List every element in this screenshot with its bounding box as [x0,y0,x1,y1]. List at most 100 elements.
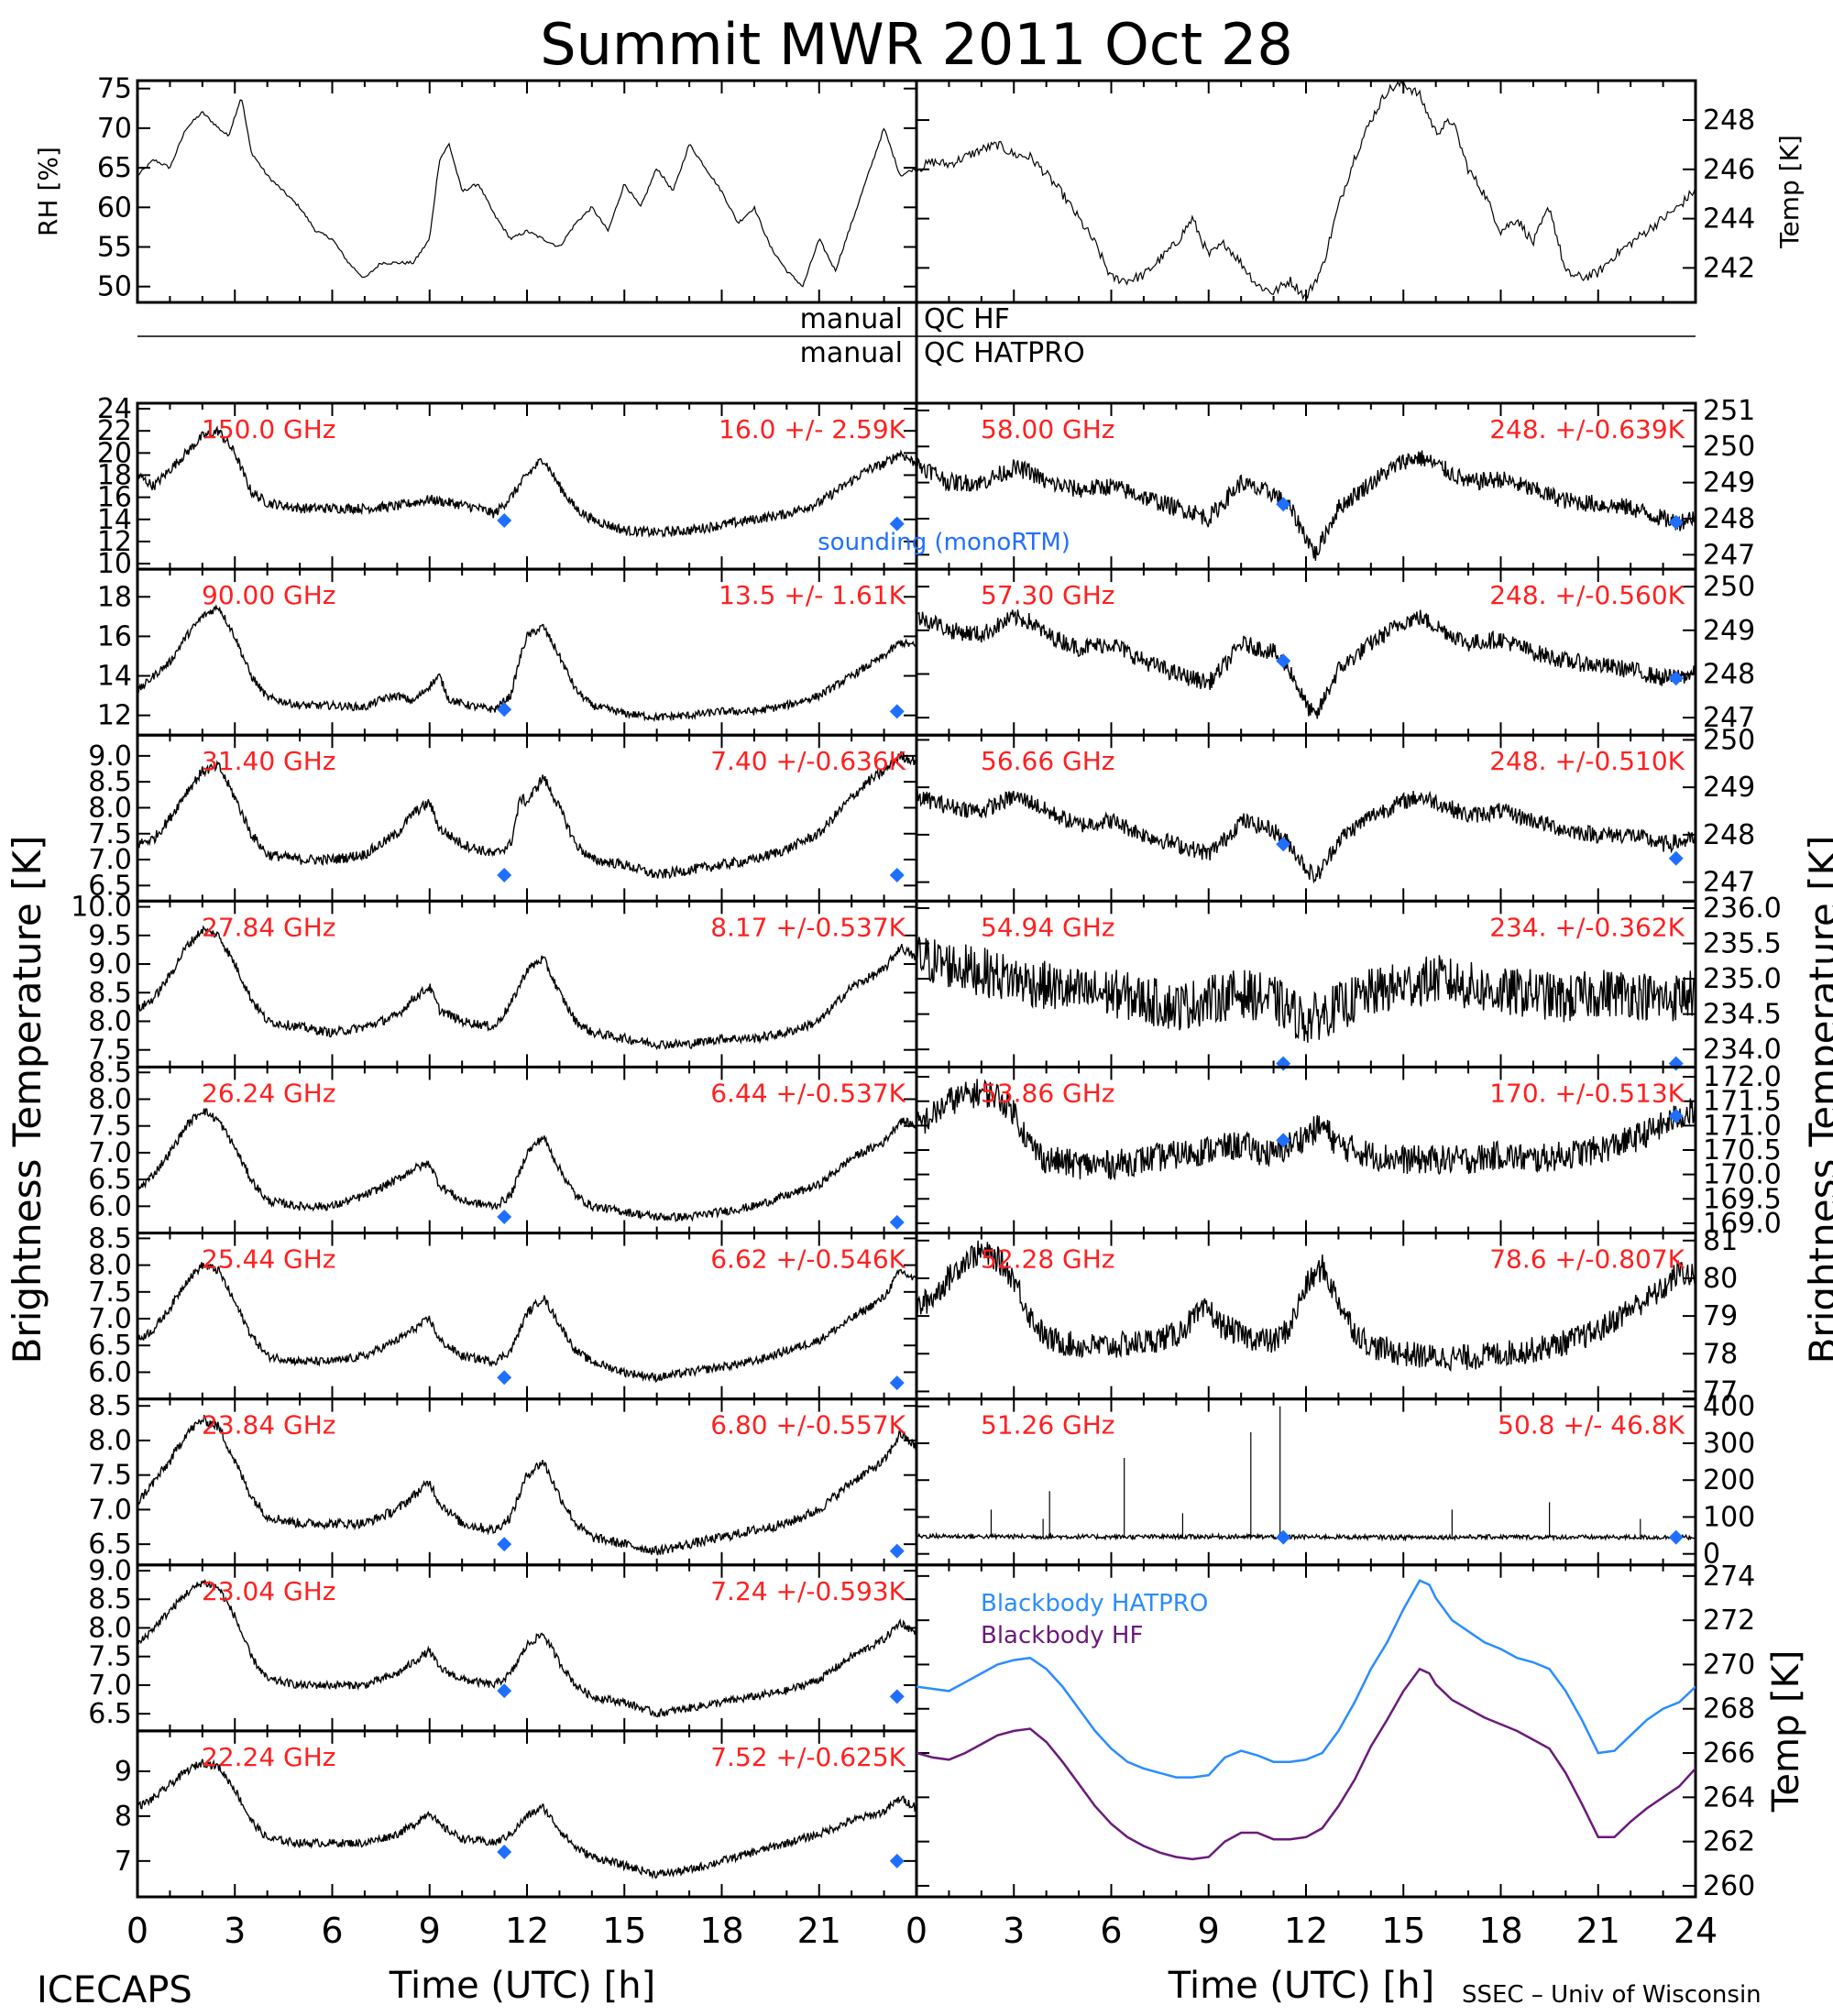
y-tick-label: 268 [1703,1693,1755,1726]
y-tick-label: 7.5 [88,1111,132,1143]
series-line [916,1240,1696,1373]
channel-frequency-label: 150.0 GHz [202,414,336,444]
y-tick-label: 12 [97,526,132,558]
sounding-marker [1276,1529,1291,1545]
x-tick-label: 12 [505,1911,549,1951]
panel-blackbody: 260 262 264 266 268 270 272 274 Temp [K] [915,1561,1807,1902]
x-axis-label-left: Time (UTC) [h] [389,1965,655,2007]
y-tick-label: 8.0 [88,1425,132,1457]
qc-hatpro-label-left: manual [800,337,903,369]
y-tick-label: 260 [1703,1870,1755,1902]
y-tick-label: 16 [97,620,132,652]
x-tick-label: 21 [797,1911,841,1951]
panel-ch2224: 7 8 9 22.24 GHz 7.52 +/-0.625K [115,1729,918,1899]
y-tick-label: 250 [1703,431,1755,463]
channel-frequency-label: 52.28 GHz [981,1244,1115,1275]
sounding-marker [497,868,512,883]
panel-rh: 50 55 60 65 70 75 RH [%] [33,73,918,304]
x-tick-label: 6 [321,1911,343,1951]
x-tick-label: 6 [1100,1911,1122,1951]
y-tick-label: 81 [1703,1225,1738,1257]
y-tick-label: 169.5 [1703,1183,1782,1215]
y-tick-label: 171.5 [1703,1086,1782,1118]
sounding-marker [1276,837,1291,852]
panel-ch2624: 6.06.57.07.58.08.5 26.24 GHz 6.44 +/-0.537… [88,1057,918,1235]
panel-ch5228: 77 78 79 80 81 52.28 GHz 78.6 +/-0.807K [915,1225,1738,1408]
plot-area-ch5386 [916,1079,1696,1181]
panel-ch5126: 0 100 200 300 400 51.26 GHz 50.8 +/- 46.8K [915,1391,1755,1571]
sounding-marker [1276,653,1291,669]
x-tick-label: 9 [1198,1911,1220,1951]
series-line [137,1578,916,1718]
y-tick-label: 234.0 [1703,1034,1782,1066]
y-tick-label: 6.0 [88,1356,132,1388]
channel-frequency-label: 25.44 GHz [202,1244,336,1275]
y-tick-label: 274 [1703,1561,1755,1593]
y-tick-label: 8.5 [88,1583,132,1616]
plot-area-ch5666 [916,789,1696,884]
sounding-marker [1668,1529,1684,1545]
y-tick-label: 24 [97,393,132,425]
blackbody-hatpro-legend: Blackbody HATPRO [981,1590,1208,1617]
y-tick-label: 236.0 [1703,893,1782,925]
plot-area-rh [137,99,916,288]
x-tick-label: 3 [1003,1911,1025,1951]
y-tick-label: 18 [97,581,132,613]
y-tick-label: 7.0 [88,1670,132,1702]
x-tick-label: 12 [1284,1911,1328,1951]
blackbody-hf-legend: Blackbody HF [981,1622,1143,1649]
series-line [137,925,916,1051]
y-tick-label: 16 [97,482,132,514]
x-tick-label: 15 [602,1911,646,1951]
y-tick-label: 8.0 [88,1005,132,1037]
channel-stats-label: 50.8 +/- 46.8K [1498,1410,1685,1441]
channel-stats-label: 78.6 +/-0.807K [1489,1244,1685,1275]
channel-stats-label: 248. +/-0.510K [1489,746,1685,776]
figure-title: Summit MWR 2011 Oct 28 [540,11,1293,78]
y-tick-label: 9.5 [88,920,132,952]
y-tick-label: 78 [1703,1338,1738,1370]
y-tick-label: 400 [1703,1391,1755,1423]
y-tick-label: 6.0 [88,1190,132,1222]
series-line [137,751,916,880]
sounding-marker [889,704,905,719]
series-line [916,789,1696,884]
y-tick-label: 266 [1703,1737,1755,1769]
sounding-marker [889,516,905,531]
y-tick-label: 9 [115,1756,132,1788]
sounding-marker [889,1375,905,1391]
y-tick-label: 244 [1703,203,1755,236]
y-tick-label: 251 [1703,395,1755,427]
y-tick-label: 270 [1703,1649,1755,1681]
y-tick-label: 8 [115,1801,132,1833]
panel-ch2544: 6.06.57.07.58.08.5 25.44 GHz 6.62 +/-0.546… [88,1222,918,1401]
y-tick-label: 247 [1703,702,1755,734]
series-line [137,1262,916,1384]
channel-frequency-label: 22.24 GHz [202,1742,336,1772]
plot-area-ch5126 [916,1406,1696,1542]
y-tick-label: 248 [1703,503,1755,535]
y-tick-label: 9.0 [88,948,132,981]
plot-area-ch5800 [916,450,1696,561]
sounding-marker [1668,1108,1684,1123]
sounding-marker [1276,1133,1291,1148]
x-tick-label: 18 [699,1911,743,1951]
x-tick-label: 24 [1674,1911,1718,1951]
channel-stats-label: 7.52 +/-0.625K [710,1742,906,1772]
plot-area-ch5730 [916,609,1696,719]
x-tick-labels: 0 3 6 9 12 15 18 21 0 3 6 9 12 15 18 21 24 [126,1911,1718,1951]
series-line [916,1667,1696,1861]
channel-stats-label: 13.5 +/- 1.61K [719,580,906,610]
sounding-marker [497,1683,512,1699]
y-tick-label: 7.5 [88,1035,132,1067]
y-tick-label: 172.0 [1703,1061,1782,1093]
plot-area-ch90 [137,604,916,722]
plot-area-ch5494 [916,937,1696,1043]
channel-stats-label: 6.62 +/-0.546K [710,1244,906,1275]
footer-right: SSEC – Univ of Wisconsin [1462,1981,1762,2009]
y-tick-label: 18 [97,459,132,491]
y-tick-label: 6.5 [88,1698,132,1730]
y-tick-label: 262 [1703,1826,1755,1858]
panel-frame-rh [136,79,918,304]
channel-frequency-label: 56.66 GHz [981,746,1115,776]
